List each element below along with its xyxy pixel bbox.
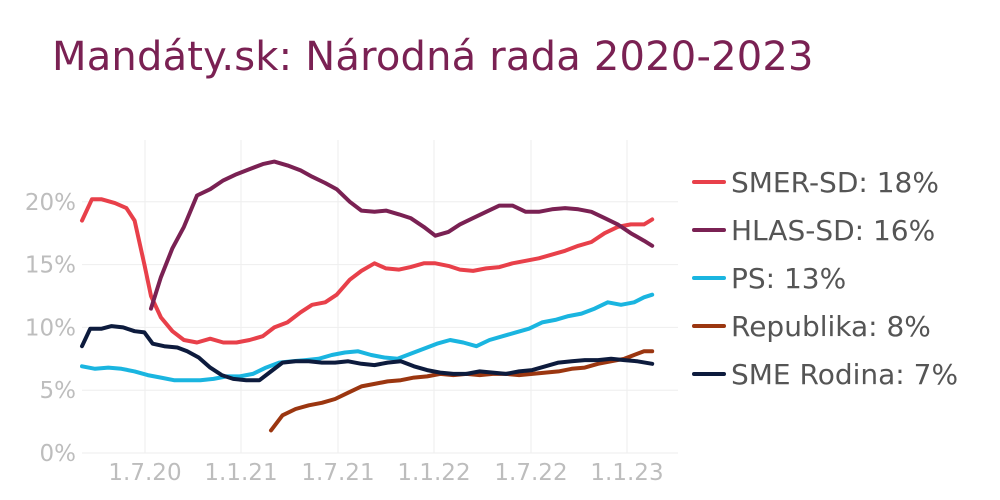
legend-item-republika[interactable]: Republika: 8% xyxy=(692,310,931,343)
x-tick-label: 1.1.23 xyxy=(590,460,663,486)
x-tick-label: 1.1.22 xyxy=(397,460,470,486)
y-tick-label: 15% xyxy=(25,253,76,279)
y-tick-label: 5% xyxy=(40,378,77,404)
y-tick-label: 10% xyxy=(25,315,76,341)
legend: SMER-SD: 18% HLAS-SD: 16% PS: 13% Republika… xyxy=(692,166,958,391)
x-tick-label: 1.7.20 xyxy=(108,460,181,486)
tick-labels: 0% 5% 10% 15% 20% 1.7.20 1.1.21 1.7.21 1.1.22 1.7… xyxy=(25,190,664,486)
legend-label: Republika: 8% xyxy=(731,310,931,343)
legend-item-smer-sd[interactable]: SMER-SD: 18% xyxy=(692,166,939,199)
series-line-sme-rodina xyxy=(80,324,655,383)
x-tick-label: 1.7.22 xyxy=(494,460,567,486)
series-line-hlas-sd xyxy=(149,159,655,311)
series-line-ps xyxy=(80,292,655,383)
x-tick-label: 1.1.21 xyxy=(204,460,277,486)
legend-label: SME Rodina: 7% xyxy=(731,358,958,391)
y-tick-label: 20% xyxy=(25,190,76,216)
legend-item-ps[interactable]: PS: 13% xyxy=(692,262,846,295)
legend-item-hlas-sd[interactable]: HLAS-SD: 16% xyxy=(692,214,935,247)
y-tick-label: 0% xyxy=(40,441,77,467)
legend-label: SMER-SD: 18% xyxy=(731,166,939,199)
legend-item-sme-rodina[interactable]: SME Rodina: 7% xyxy=(692,358,958,391)
grid-layer xyxy=(82,140,678,454)
x-tick-label: 1.7.21 xyxy=(301,460,374,486)
legend-label: PS: 13% xyxy=(731,262,846,295)
legend-label: HLAS-SD: 16% xyxy=(731,214,935,247)
series-lines xyxy=(80,159,655,433)
chart-title: Mandáty.sk: Národná rada 2020-2023 xyxy=(52,34,814,80)
series-line-smer-sd xyxy=(80,197,655,345)
